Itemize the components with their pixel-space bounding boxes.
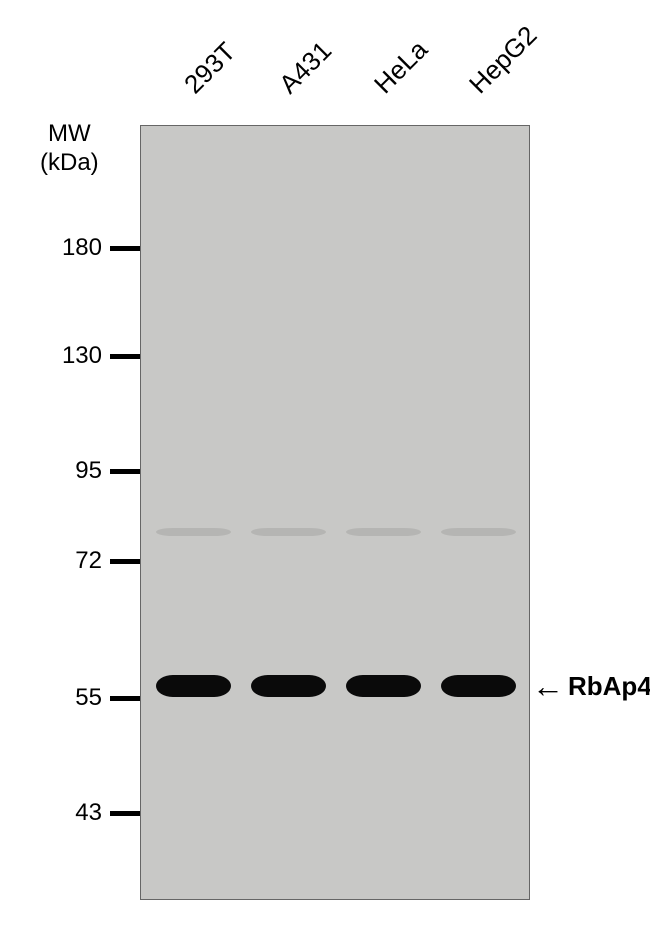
mw-header-line1: MW xyxy=(40,120,99,149)
mw-marker-130: 130 xyxy=(62,342,140,370)
mw-marker-95: 95 xyxy=(75,457,140,485)
lane-label-1: 293T xyxy=(178,36,242,100)
target-label: ← RbAp46 xyxy=(532,668,650,705)
main-band xyxy=(441,675,516,697)
lane-label-2: A431 xyxy=(273,35,338,100)
mw-marker-55: 55 xyxy=(75,684,140,712)
lane-3 xyxy=(341,126,426,899)
western-blot-figure: 293T A431 HeLa HepG2 MW (kDa) 180 130 95… xyxy=(20,20,630,913)
blot-membrane xyxy=(140,125,530,900)
faint-band xyxy=(156,528,231,536)
mw-tick xyxy=(110,559,140,564)
lane-4 xyxy=(436,126,521,899)
mw-scale: 180 130 95 72 55 43 xyxy=(20,180,140,900)
mw-header-line2: (kDa) xyxy=(40,149,99,178)
mw-tick xyxy=(110,469,140,474)
mw-tick xyxy=(110,696,140,701)
mw-marker-180: 180 xyxy=(62,234,140,262)
mw-header: MW (kDa) xyxy=(40,120,99,178)
main-band xyxy=(346,675,421,697)
lane-label-3: HeLa xyxy=(368,34,434,100)
lane-labels-container: 293T A431 HeLa HepG2 xyxy=(170,20,530,100)
faint-band xyxy=(346,528,421,536)
mw-value-43: 43 xyxy=(75,799,102,827)
mw-tick xyxy=(110,811,140,816)
mw-value-180: 180 xyxy=(62,234,102,262)
lane-label-4: HepG2 xyxy=(463,20,543,100)
mw-marker-43: 43 xyxy=(75,799,140,827)
faint-band xyxy=(251,528,326,536)
target-label-text: RbAp46 xyxy=(568,671,650,702)
main-band xyxy=(156,675,231,697)
mw-value-72: 72 xyxy=(75,547,102,575)
mw-tick xyxy=(110,354,140,359)
mw-value-130: 130 xyxy=(62,342,102,370)
lane-1 xyxy=(151,126,236,899)
lane-2 xyxy=(246,126,331,899)
mw-tick xyxy=(110,246,140,251)
arrow-left-icon: ← xyxy=(532,668,564,705)
faint-band xyxy=(441,528,516,536)
mw-marker-72: 72 xyxy=(75,547,140,575)
main-band xyxy=(251,675,326,697)
mw-value-55: 55 xyxy=(75,684,102,712)
mw-value-95: 95 xyxy=(75,457,102,485)
